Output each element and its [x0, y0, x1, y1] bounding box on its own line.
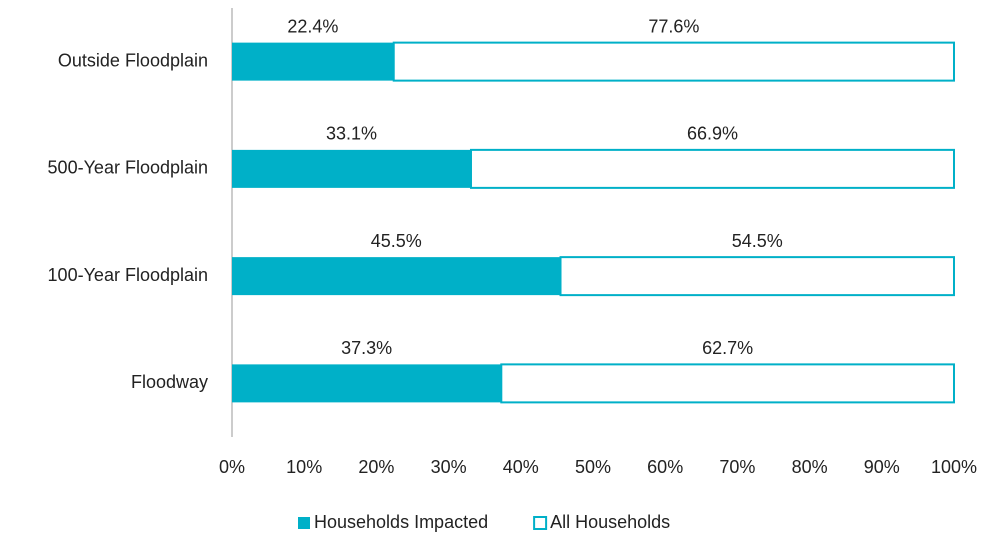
y-tick-label: Floodway — [131, 372, 208, 392]
bar-segment — [232, 257, 561, 296]
data-label: 33.1% — [326, 124, 377, 144]
x-tick-label: 40% — [503, 457, 539, 477]
x-tick-label: 100% — [931, 457, 977, 477]
data-label: 66.9% — [687, 124, 738, 144]
bar-segment — [559, 256, 955, 297]
bar-segment — [232, 364, 502, 403]
legend-swatch — [298, 517, 310, 529]
bar-segment — [500, 363, 955, 404]
x-tick-label: 30% — [431, 457, 467, 477]
y-tick-label: 500-Year Floodplain — [48, 158, 208, 178]
x-tick-label: 20% — [358, 457, 394, 477]
legend-swatch — [533, 516, 548, 530]
bar-segment — [232, 149, 471, 188]
data-label: 22.4% — [287, 16, 338, 36]
x-tick-label: 90% — [864, 457, 900, 477]
data-label: 37.3% — [341, 338, 392, 358]
x-tick-label: 80% — [792, 457, 828, 477]
data-label: 45.5% — [371, 231, 422, 251]
data-label: 62.7% — [702, 338, 753, 358]
x-tick-label: 70% — [719, 457, 755, 477]
x-tick-label: 10% — [286, 457, 322, 477]
y-tick-label: Outside Floodplain — [58, 50, 208, 70]
x-tick-label: 60% — [647, 457, 683, 477]
x-tick-label: 0% — [219, 457, 245, 477]
bar-segment — [392, 41, 955, 82]
legend-label: Households Impacted — [314, 512, 488, 532]
data-label: 54.5% — [732, 231, 783, 251]
x-tick-label: 50% — [575, 457, 611, 477]
legend-label: All Households — [550, 512, 670, 532]
bar-segment — [232, 42, 394, 81]
bar-segment — [469, 148, 955, 189]
y-tick-label: 100-Year Floodplain — [48, 265, 208, 285]
data-label: 77.6% — [648, 16, 699, 36]
